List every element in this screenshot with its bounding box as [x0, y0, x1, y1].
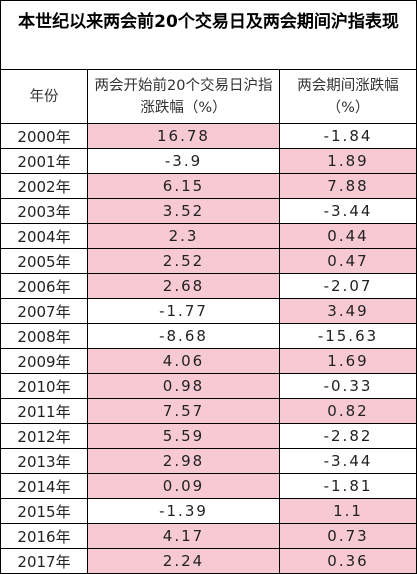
value-cell: 2.52: [88, 249, 280, 274]
year-cell: 2010年: [0, 374, 88, 399]
value-cell: 0.98: [88, 374, 280, 399]
value-cell: -1.39: [88, 499, 280, 524]
value-cell: 1.69: [280, 349, 417, 374]
year-cell: 2006年: [0, 274, 88, 299]
year-cell: 2005年: [0, 249, 88, 274]
header-cell: 两会期间涨跌幅（%）: [280, 70, 417, 124]
value-cell: -0.33: [280, 374, 417, 399]
value-cell: -2.82: [280, 424, 417, 449]
value-cell: 2.24: [88, 549, 280, 574]
value-cell: -15.63: [280, 324, 417, 349]
value-cell: -2.07: [280, 274, 417, 299]
value-cell: -1.81: [280, 474, 417, 499]
value-cell: 0.09: [88, 474, 280, 499]
year-cell: 2011年: [0, 399, 88, 424]
value-cell: -3.44: [280, 199, 417, 224]
year-cell: 2013年: [0, 449, 88, 474]
value-cell: 4.17: [88, 524, 280, 549]
value-cell: 3.52: [88, 199, 280, 224]
year-cell: 2002年: [0, 174, 88, 199]
year-cell: 2016年: [0, 524, 88, 549]
header-cell: 年份: [0, 70, 88, 124]
value-cell: 7.88: [280, 174, 417, 199]
value-cell: -8.68: [88, 324, 280, 349]
value-cell: -1.77: [88, 299, 280, 324]
value-cell: 0.47: [280, 249, 417, 274]
value-cell: 16.78: [88, 124, 280, 149]
year-cell: 2009年: [0, 349, 88, 374]
value-cell: -1.84: [280, 124, 417, 149]
value-cell: 5.59: [88, 424, 280, 449]
value-cell: 0.36: [280, 549, 417, 574]
value-cell: 3.49: [280, 299, 417, 324]
value-cell: 0.44: [280, 224, 417, 249]
value-cell: 0.73: [280, 524, 417, 549]
year-cell: 2017年: [0, 549, 88, 574]
year-cell: 2000年: [0, 124, 88, 149]
value-cell: 2.68: [88, 274, 280, 299]
value-cell: 7.57: [88, 399, 280, 424]
header-cell: 两会开始前20个交易日沪指涨跌幅（%）: [88, 70, 280, 124]
year-cell: 2001年: [0, 149, 88, 174]
value-cell: -3.44: [280, 449, 417, 474]
year-cell: 2015年: [0, 499, 88, 524]
value-cell: 2.98: [88, 449, 280, 474]
value-cell: 6.15: [88, 174, 280, 199]
year-cell: 2004年: [0, 224, 88, 249]
value-cell: -3.9: [88, 149, 280, 174]
table-title: 本世纪以来两会前20个交易日及两会期间沪指表现: [0, 0, 417, 70]
year-cell: 2007年: [0, 299, 88, 324]
year-cell: 2012年: [0, 424, 88, 449]
value-cell: 1.89: [280, 149, 417, 174]
value-cell: 0.82: [280, 399, 417, 424]
value-cell: 4.06: [88, 349, 280, 374]
value-cell: 1.1: [280, 499, 417, 524]
year-cell: 2014年: [0, 474, 88, 499]
year-cell: 2003年: [0, 199, 88, 224]
value-cell: 2.3: [88, 224, 280, 249]
year-cell: 2008年: [0, 324, 88, 349]
